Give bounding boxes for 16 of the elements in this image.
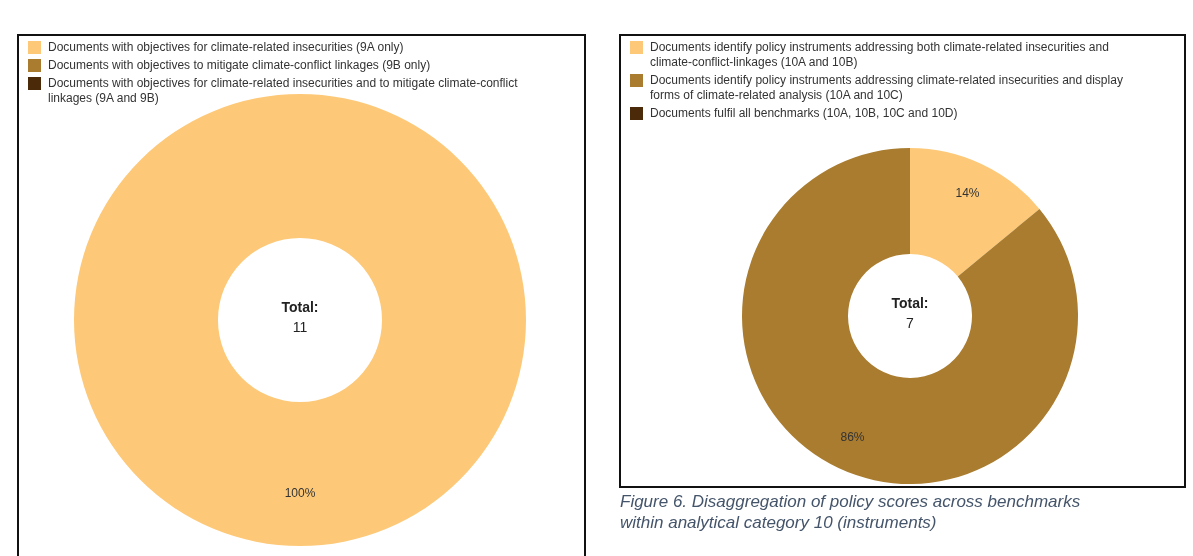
caption: Figure 6. Disaggregation of policy scores across benchmarks within analytical category 10 (instruments) bbox=[620, 492, 1081, 532]
legend-label: Documents fulfil all benchmarks (10A, 10B, 10C and 10D) bbox=[650, 106, 958, 120]
donut-slice bbox=[742, 148, 1078, 484]
data-label: 86% bbox=[840, 430, 865, 445]
legend-label: Documents with objectives for climate-related insecurities and to mitigate climate-conflict linkages (9A and 9B) bbox=[48, 76, 519, 105]
data-label: 100% bbox=[284, 486, 316, 501]
legend-label: Documents with objectives for climate-related insecurities (9A only) bbox=[48, 40, 404, 54]
legend-label: Documents identify policy instruments addressing climate-related insecurities and display forms of climate-related analysis (10A and 10C) bbox=[650, 73, 1123, 102]
legend-label: Documents identify policy instruments addressing both climate-related insecurities and climate-conflict-linkages (10A and 10B) bbox=[650, 40, 1109, 69]
text: Total: bbox=[281, 299, 319, 315]
text: 11 bbox=[292, 319, 308, 335]
legend-label: Documents with objectives to mitigate climate-conflict linkages (9B only) bbox=[48, 58, 431, 72]
data-label: 14% bbox=[955, 186, 980, 201]
text: Total: bbox=[891, 295, 929, 311]
donut-slice bbox=[910, 148, 1040, 277]
text: 7 bbox=[906, 315, 915, 331]
